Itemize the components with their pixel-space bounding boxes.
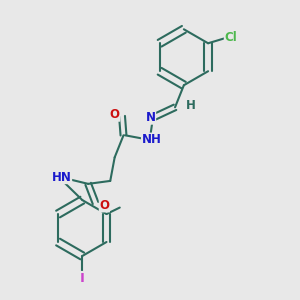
Text: HN: HN: [52, 171, 72, 184]
Text: O: O: [99, 199, 110, 212]
Text: NH: NH: [142, 133, 161, 146]
Text: O: O: [110, 108, 120, 121]
Text: N: N: [146, 111, 156, 124]
Text: H: H: [186, 99, 196, 112]
Text: Cl: Cl: [224, 32, 237, 44]
Text: I: I: [80, 272, 85, 285]
